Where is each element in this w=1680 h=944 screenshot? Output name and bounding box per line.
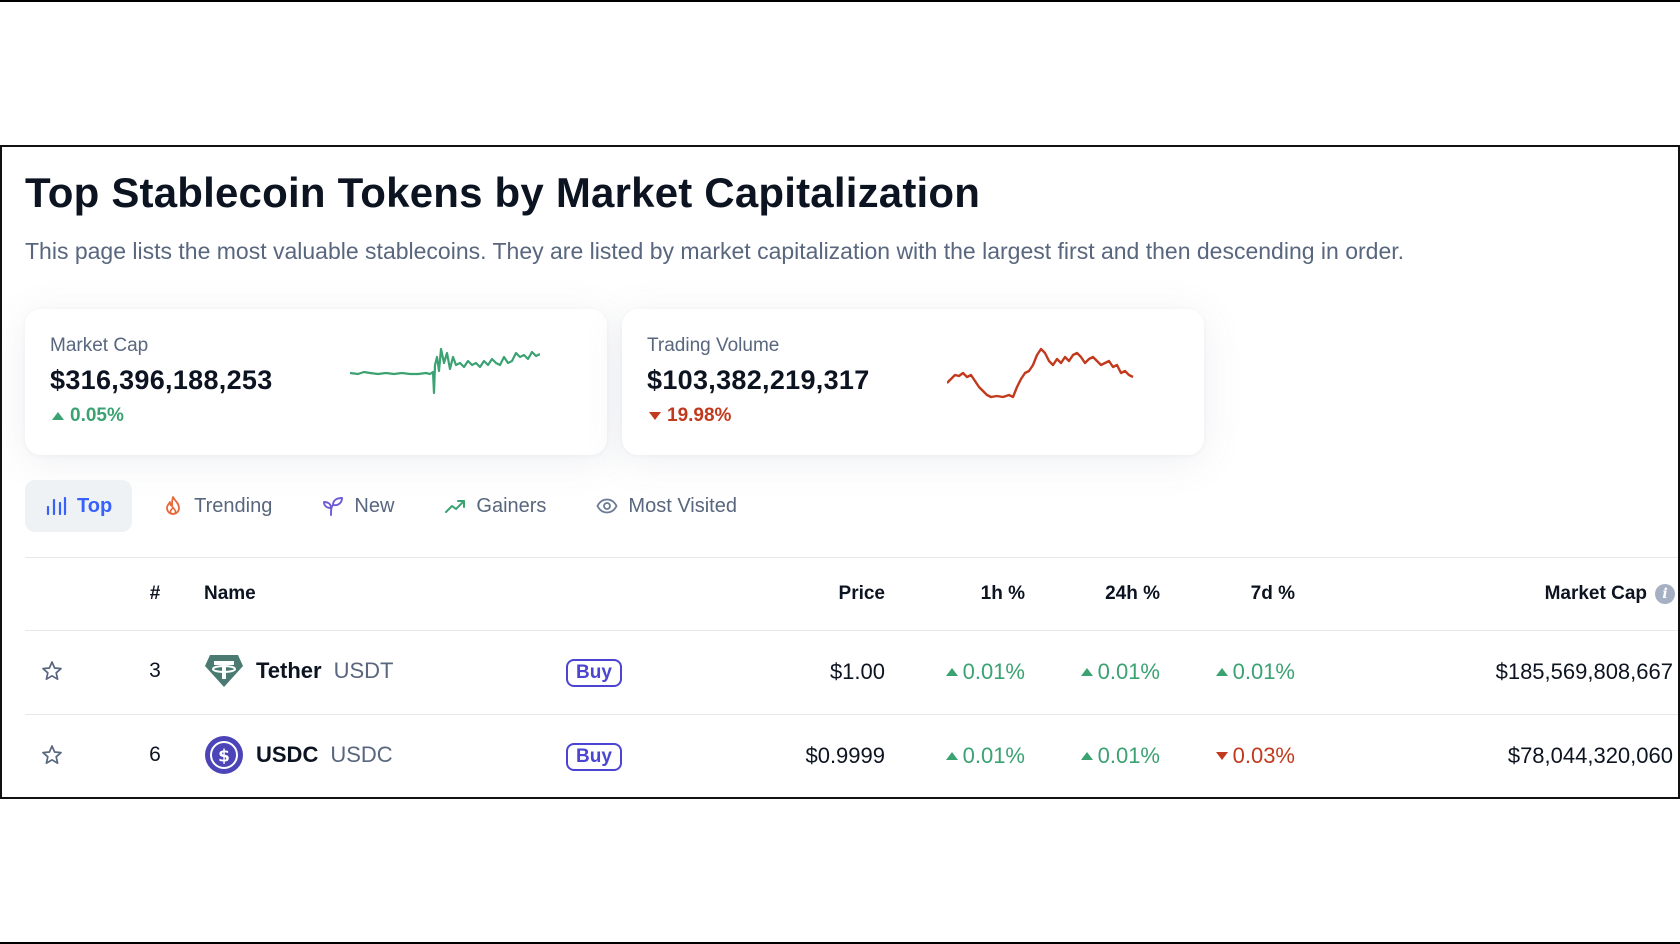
tab-most-visited[interactable]: Most Visited (576, 480, 757, 532)
page-subtitle: This page lists the most valuable stable… (25, 238, 1405, 264)
row-1h-change: 0.01% (895, 743, 1025, 769)
header-market-cap-label: Market Cap (1544, 583, 1647, 604)
row-24h-change: 0.01% (1030, 659, 1160, 685)
sprout-icon (323, 497, 344, 516)
row-24h-value: 0.01% (1097, 659, 1160, 684)
flame-icon (166, 496, 181, 515)
row-price: $0.9999 (805, 743, 885, 768)
tab-gainers-label: Gainers (476, 494, 547, 517)
tab-gainers[interactable]: Gainers (424, 480, 566, 532)
table-row[interactable]: 3 Tether USDT Buy $1.00 0.01% 0.01% 0.01… (25, 632, 1678, 715)
page-title: Top Stablecoin Tokens by Market Capitali… (25, 169, 981, 216)
caret-down-icon (649, 412, 661, 420)
tab-new-label: New (354, 494, 395, 517)
category-tabs: Top Trending New (25, 480, 757, 532)
tab-most-visited-label: Most Visited (628, 494, 737, 517)
row-1h-value: 0.01% (962, 659, 1025, 684)
row-24h-change: 0.01% (1030, 743, 1160, 769)
market-cap-label: Market Cap (50, 335, 149, 356)
market-cap-sparkline (350, 347, 540, 395)
coin-name-link[interactable]: USDC USDC (256, 742, 393, 768)
header-name[interactable]: Name (204, 583, 256, 604)
stablecoin-panel: Top Stablecoin Tokens by Market Capitali… (0, 145, 1680, 799)
header-1h[interactable]: 1h % (980, 583, 1025, 604)
header-7d[interactable]: 7d % (1250, 583, 1295, 604)
buy-button[interactable]: Buy (566, 743, 622, 771)
row-24h-value: 0.01% (1097, 743, 1160, 768)
eye-icon (596, 498, 618, 514)
coin-symbol: USDT (333, 658, 394, 683)
row-market-cap: $185,569,808,667 (1495, 659, 1673, 684)
caret-up-icon (1080, 668, 1093, 676)
row-market-cap: $78,044,320,060 (1507, 743, 1673, 768)
trading-volume-label: Trading Volume (647, 335, 780, 356)
coin-symbol: USDC (330, 742, 393, 767)
svg-text:$: $ (218, 747, 230, 767)
trading-volume-change: 19.98% (649, 405, 731, 427)
row-1h-change: 0.01% (895, 659, 1025, 685)
tab-trending[interactable]: Trending (142, 480, 292, 532)
trading-volume-value: $103,382,219,317 (647, 365, 870, 395)
coin-name-link[interactable]: Tether USDT (256, 658, 394, 684)
trading-volume-card[interactable]: Trading Volume $103,382,219,317 19.98% (622, 309, 1204, 455)
coin-name: USDC (256, 742, 319, 767)
row-1h-value: 0.01% (962, 743, 1025, 768)
header-price[interactable]: Price (838, 583, 885, 604)
tab-trending-label: Trending (194, 494, 273, 517)
table-row[interactable]: 6 $ USDC USDC Buy $0.9999 0.01% 0.01% 0.… (25, 716, 1678, 797)
market-cap-card[interactable]: Market Cap $316,396,188,253 0.05% (25, 309, 607, 455)
coin-name: Tether (256, 658, 322, 683)
tab-new[interactable]: New (302, 480, 414, 532)
trading-volume-change-value: 19.98% (667, 405, 732, 426)
header-rank[interactable]: # (149, 583, 161, 604)
header-market-cap[interactable]: Market Cap i (1405, 583, 1675, 605)
header-24h[interactable]: 24h % (1105, 583, 1160, 604)
trading-volume-sparkline (947, 347, 1134, 399)
row-7d-value: 0.03% (1232, 743, 1295, 768)
caret-up-icon (52, 412, 64, 420)
caret-down-icon (1215, 752, 1228, 760)
row-7d-value: 0.01% (1232, 659, 1295, 684)
caret-up-icon (945, 752, 958, 760)
market-cap-value: $316,396,188,253 (50, 365, 273, 395)
tabs-divider (25, 557, 1678, 558)
info-icon[interactable]: i (1655, 583, 1675, 604)
table-header: # Name Price 1h % 24h % 7d % Market Cap i (25, 558, 1678, 631)
tab-top-label: Top (77, 494, 113, 517)
buy-button[interactable]: Buy (566, 659, 622, 687)
row-7d-change: 0.03% (1165, 743, 1295, 769)
star-icon[interactable] (41, 744, 63, 766)
tether-icon (205, 655, 243, 687)
tab-top[interactable]: Top (25, 480, 133, 532)
market-cap-change: 0.05% (52, 405, 124, 427)
caret-up-icon (1215, 668, 1228, 676)
row-price: $1.00 (829, 659, 885, 684)
usdc-icon: $ (205, 736, 243, 774)
bar-chart-icon (46, 496, 67, 516)
top-border (0, 0, 1680, 2)
trending-up-icon (445, 500, 466, 513)
row-rank: 3 (149, 659, 161, 682)
caret-up-icon (945, 668, 958, 676)
row-7d-change: 0.01% (1165, 659, 1295, 685)
star-icon[interactable] (41, 660, 63, 682)
row-rank: 6 (149, 743, 161, 766)
market-cap-change-value: 0.05% (70, 405, 124, 426)
caret-up-icon (1080, 752, 1093, 760)
bottom-border (0, 942, 1680, 944)
